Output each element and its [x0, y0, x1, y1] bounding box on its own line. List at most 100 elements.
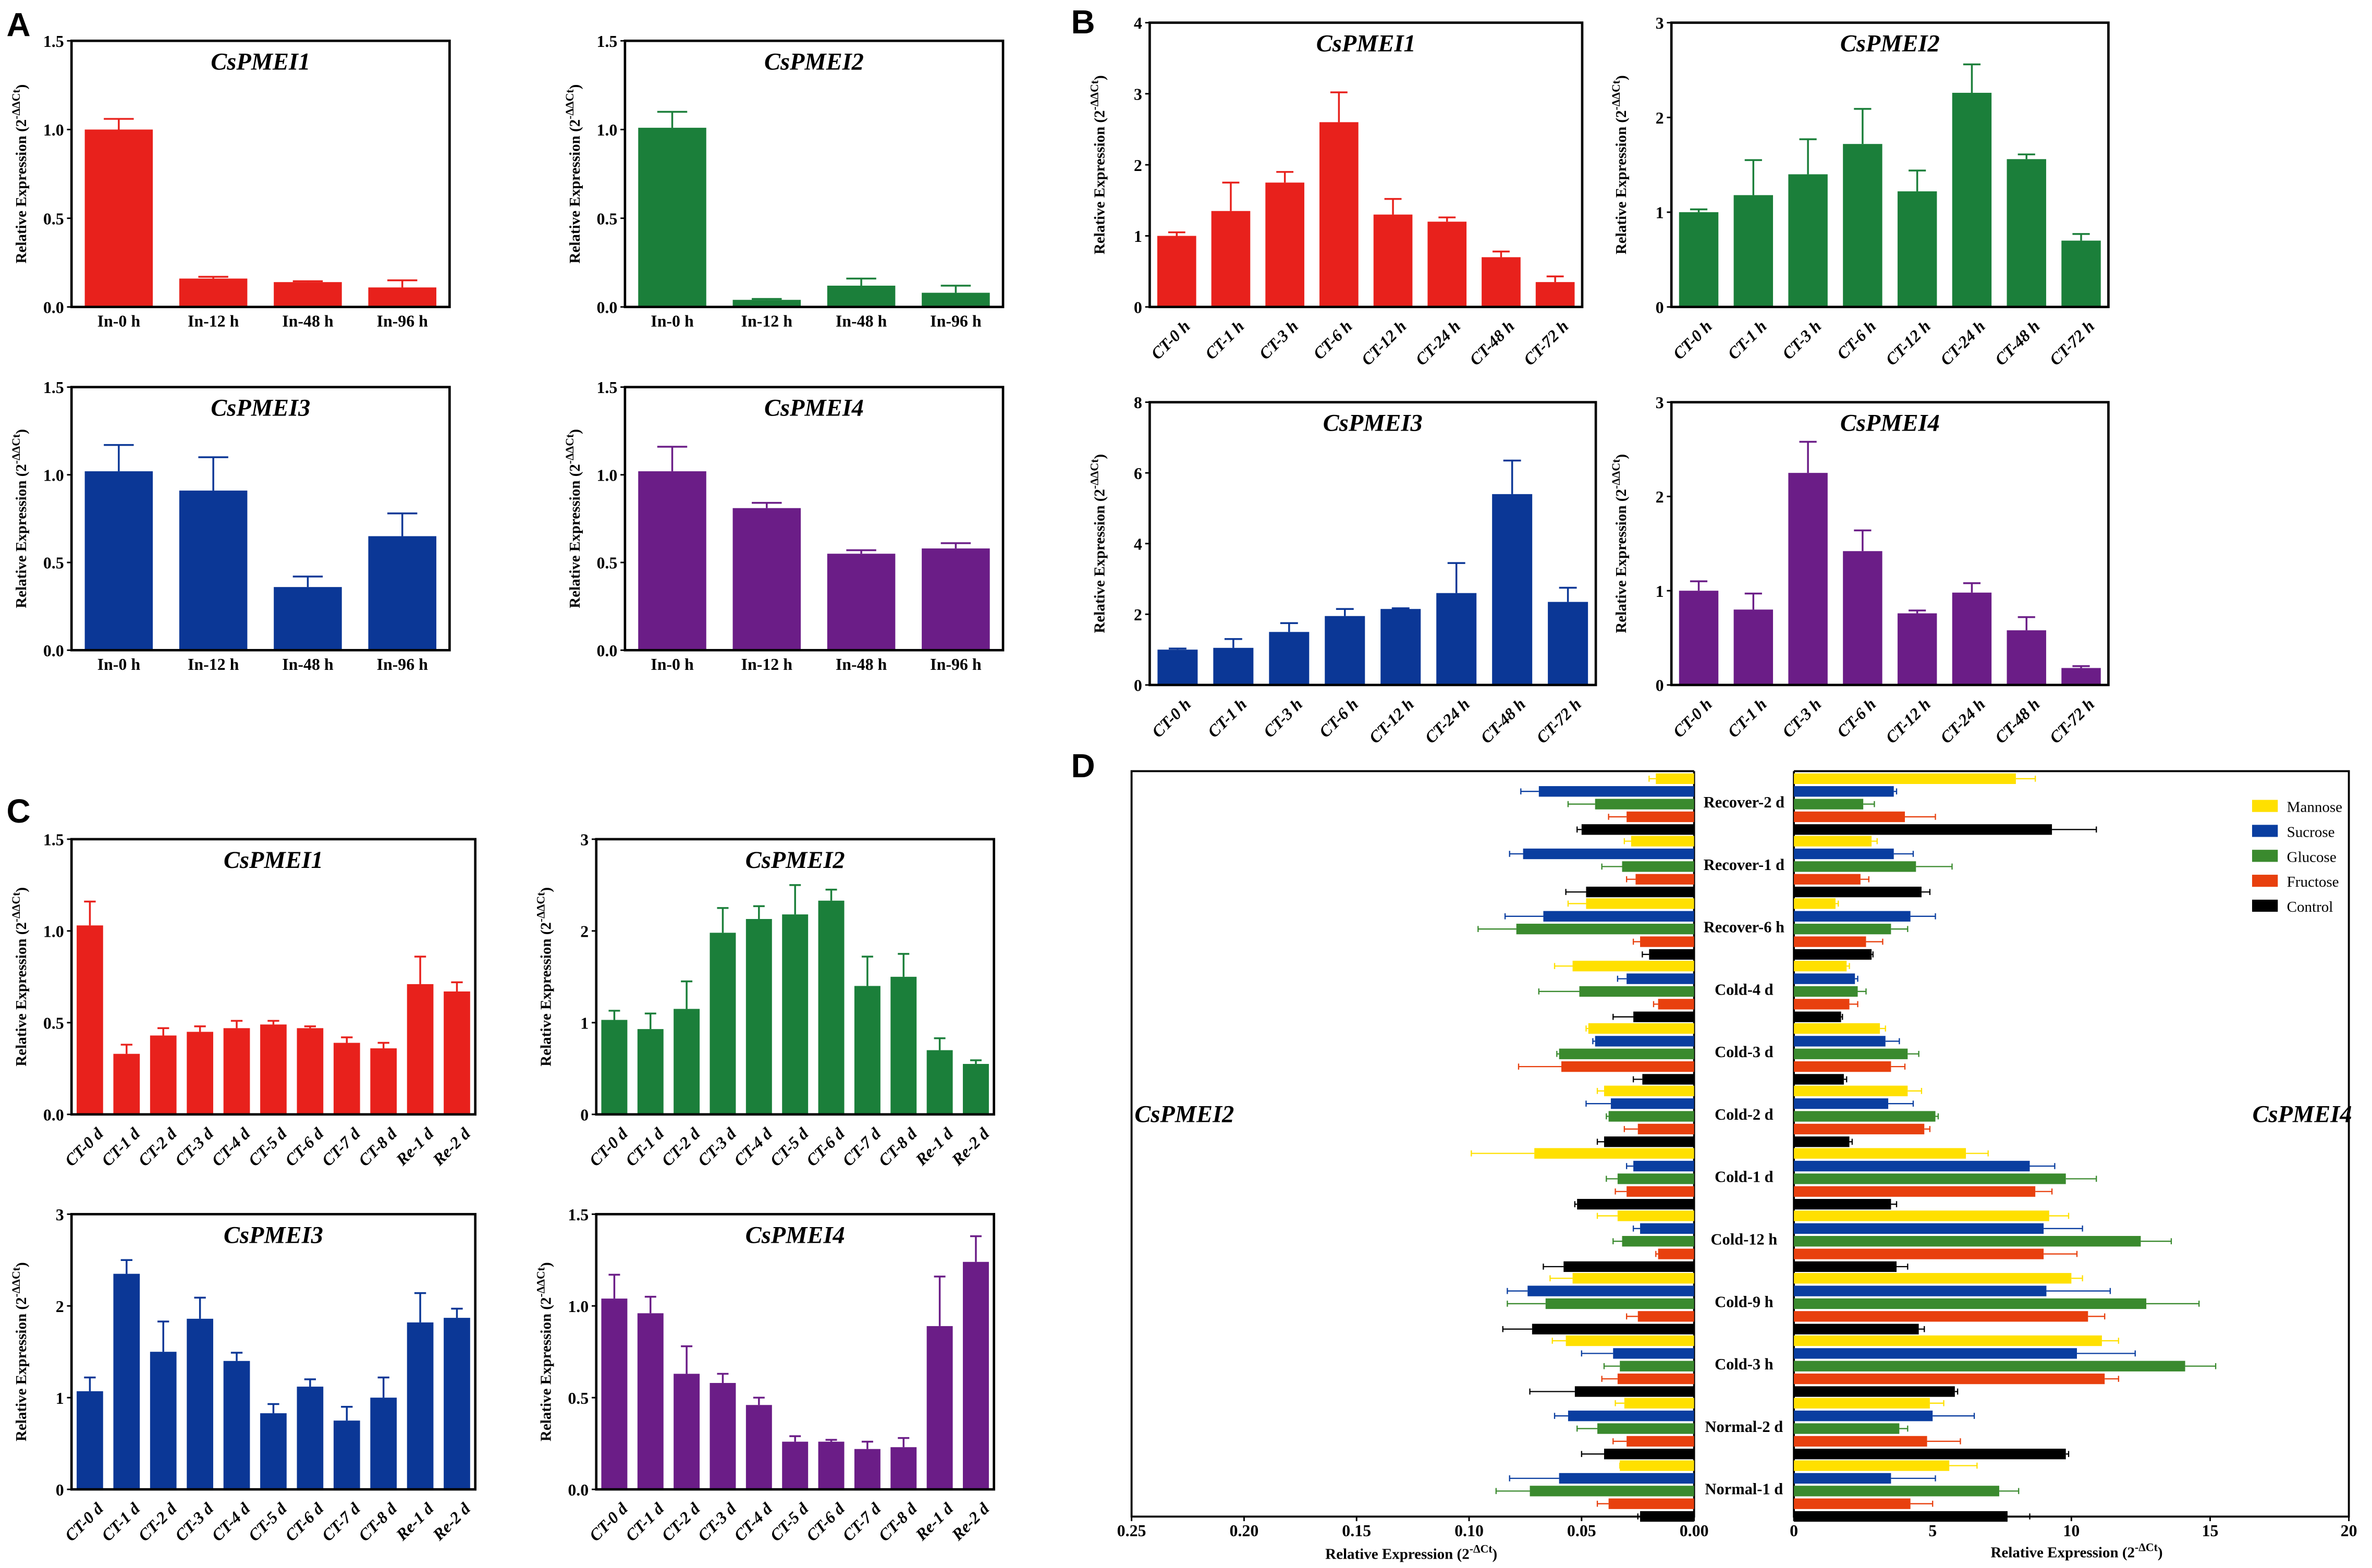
bar-right	[1794, 1373, 2105, 1385]
bar	[179, 491, 248, 651]
label-close: )	[1613, 454, 1630, 459]
bar	[1679, 591, 1719, 685]
x-tick-label: CT-0 d	[586, 1124, 632, 1170]
bar-left	[1566, 1335, 1694, 1346]
label-close: )	[567, 429, 583, 434]
y-tick-label: 1	[580, 1014, 589, 1032]
bar	[113, 1054, 140, 1114]
label-close: )	[1613, 75, 1630, 80]
y-tick-label: 1.0	[596, 121, 617, 139]
bar-left	[1640, 1511, 1694, 1522]
x-tick-label: CT-1 d	[622, 1124, 668, 1170]
label-close: )	[13, 1262, 30, 1267]
label-superscript: -ΔCt	[2135, 1541, 2158, 1554]
bar-right	[1794, 1085, 1908, 1096]
bar-right	[1794, 1074, 1844, 1085]
legend-label: Sucrose	[2287, 824, 2335, 841]
label-close: )	[13, 887, 30, 892]
plot-frame	[70, 386, 451, 652]
y-tick-label: 0.5	[596, 210, 617, 228]
category-label: Cold-4 d	[1715, 981, 1774, 998]
bar	[732, 300, 801, 307]
label-superscript: -ΔΔCt	[564, 434, 576, 464]
y-axis-label: Relative Expression (2-ΔΔCt)	[10, 429, 30, 608]
y-tick-label: 0.0	[43, 298, 64, 316]
x-tick-label: CT-12 h	[1358, 317, 1410, 369]
bar	[637, 1029, 664, 1114]
label-main: Relative Expression (2	[538, 1297, 555, 1441]
x-tick-label: CT-7 d	[318, 1499, 364, 1545]
y-tick-label: 0.0	[43, 1106, 64, 1124]
bar	[2007, 630, 2046, 685]
y-axis-label: Relative Expression (2-ΔΔCt)	[564, 429, 583, 608]
bar	[187, 1318, 213, 1490]
bar	[274, 282, 342, 307]
plot-frame	[1670, 401, 2110, 687]
y-tick-label: 1	[56, 1389, 64, 1407]
y-tick-label: 0	[1134, 298, 1142, 316]
x-tick-label: CT-1 d	[98, 1499, 144, 1545]
y-axis-label: Relative Expression (2-ΔΔCt)	[10, 887, 30, 1067]
bar	[2061, 240, 2101, 307]
bar-left	[1588, 1023, 1694, 1034]
bar-right	[1794, 824, 2052, 835]
plot-frame	[623, 386, 1005, 652]
x-tick-label: Re-2 d	[948, 1124, 993, 1169]
bar-left	[1613, 1348, 1694, 1359]
legend-label: Fructose	[2287, 874, 2339, 890]
category-label: Recover-6 h	[1704, 918, 1784, 936]
x-tick-label: CT-3 h	[1779, 695, 1825, 741]
bar-left	[1581, 824, 1694, 835]
y-tick-label: 0.5	[568, 1389, 589, 1407]
bar	[674, 1009, 700, 1114]
bar	[782, 914, 809, 1114]
category-label: Normal-2 d	[1705, 1418, 1783, 1436]
gene-label-right: CsPMEI4	[2253, 1101, 2352, 1128]
y-tick-label: 2	[1134, 156, 1142, 175]
bar	[1733, 195, 1774, 307]
bar-right	[1794, 886, 1922, 898]
x-tick-label: In-96 h	[377, 655, 429, 673]
bar	[926, 1050, 953, 1114]
x-tick-label: CT-6 h	[1316, 695, 1362, 741]
x-tick-label: CT-2 d	[658, 1499, 704, 1545]
bar	[223, 1028, 250, 1114]
bar-right	[1794, 811, 1905, 823]
x-tick-label: In-0 h	[651, 655, 694, 673]
y-axis-label: Relative Expression (2-ΔΔCt)	[1610, 454, 1630, 633]
y-tick-label: 0.5	[596, 554, 617, 572]
x-tick-label: CT-0 h	[1147, 317, 1193, 363]
bar	[1213, 647, 1254, 685]
bar-right	[1794, 1335, 2102, 1346]
x-tick-label: CT-48 h	[1991, 695, 2044, 747]
bar	[2061, 668, 2101, 685]
x-tick-label: CT-1 h	[1724, 695, 1770, 741]
x-tick-label: 0.05	[1567, 1522, 1596, 1540]
chart-a-cspmei3: In-0 h In-12 h In-48 h In-96 h 0.0 0.5 1.0 1.5 R…	[10, 378, 451, 673]
legend-label: Glucose	[2287, 849, 2337, 865]
label-superscript: -ΔΔCt	[10, 434, 22, 464]
bar	[1157, 236, 1196, 307]
bar-left	[1624, 1398, 1694, 1408]
bar	[1843, 144, 1882, 307]
bar-right	[1794, 1460, 1950, 1471]
x-tick-label: CT-1 d	[622, 1499, 668, 1545]
bar-left	[1610, 1098, 1694, 1109]
bar-right	[1794, 1173, 2066, 1184]
bar-right	[1794, 1498, 1911, 1509]
x-tick-label: Re-2 d	[429, 1499, 474, 1545]
y-tick-label: 1.0	[43, 121, 64, 139]
bar-right	[1794, 961, 1847, 972]
y-tick-label: 0.5	[43, 554, 64, 572]
bar-left	[1604, 1449, 1694, 1460]
bar-right	[1794, 973, 1855, 984]
x-tick-label: In-12 h	[188, 655, 239, 673]
chart-title: CsPMEI3	[1323, 410, 1423, 437]
bar-right	[1794, 911, 1911, 922]
bar-right	[1794, 836, 1872, 847]
label-superscript: -ΔΔCt	[535, 892, 547, 922]
chart-a-cspmei2: In-0 h In-12 h In-48 h In-96 h 0.0 0.5 1.0 1.5 R…	[564, 32, 1005, 330]
chart-b-cspmei2: CT-0 h CT-1 h CT-3 h CT-6 h CT-12 h CT-24 h CT…	[1610, 14, 2110, 369]
bar	[407, 984, 434, 1114]
bar	[601, 1020, 628, 1114]
